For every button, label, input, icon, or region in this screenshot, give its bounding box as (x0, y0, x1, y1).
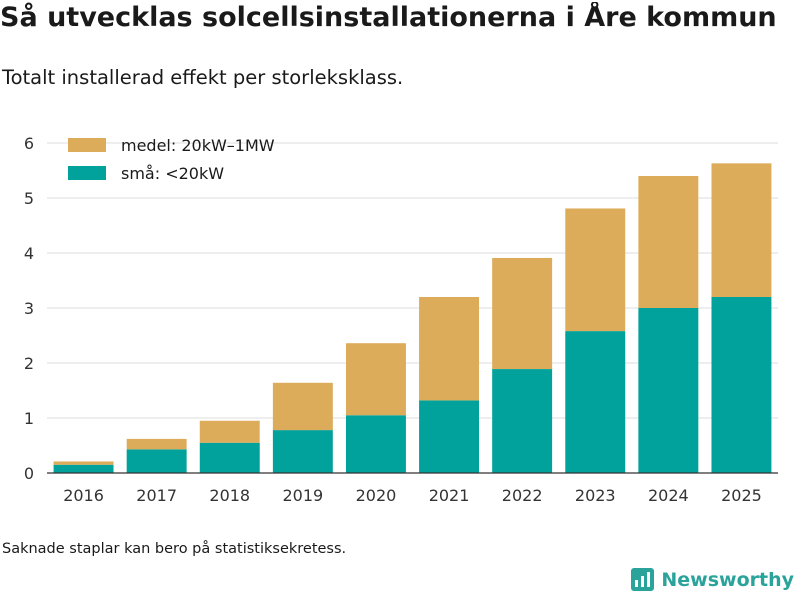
legend-swatch-sma (68, 166, 106, 180)
x-tick-label: 2023 (575, 486, 616, 505)
bar-medel-2022 (492, 257, 553, 370)
bar-sma-2023 (565, 331, 626, 473)
stacked-bar-chart: 0 1 2 3 4 5 6 2016 2017 2018 2019 2020 2021 2022 2023 2… (24, 134, 778, 505)
x-tick-label: 2022 (502, 486, 543, 505)
chart-title: Så utvecklas solcellsinstallationerna i … (0, 2, 777, 33)
bar-sma-2021 (419, 400, 480, 473)
bar-medel-2016 (53, 461, 114, 465)
y-tick-label: 3 (24, 299, 34, 318)
chart-subtitle: Totalt installerad effekt per storlekskl… (2, 66, 404, 89)
bar-sma-2018 (199, 442, 260, 473)
x-tick-label: 2019 (282, 486, 323, 505)
x-tick-label: 2017 (136, 486, 177, 505)
bar-sma-2022 (492, 369, 553, 473)
bar-sma-2017 (126, 449, 187, 473)
brand-name: Newsworthy (661, 568, 794, 591)
bar-medel-2019 (272, 382, 333, 431)
x-tick-label: 2016 (63, 486, 104, 505)
bar-medel-2023 (565, 208, 626, 332)
y-tick-label: 0 (24, 464, 34, 483)
y-tick-label: 6 (24, 134, 34, 153)
x-tick-label: 2021 (429, 486, 470, 505)
x-tick-label: 2025 (721, 486, 762, 505)
legend-label-sma: små: <20kW (121, 164, 224, 183)
axes: 0 1 2 3 4 5 6 2016 2017 2018 2019 2020 2021 2022 2023 2… (24, 134, 778, 505)
footnote: Saknade staplar kan bero på statistiksek… (2, 541, 347, 557)
bar-medel-2017 (126, 438, 187, 450)
bar-sma-2025 (711, 297, 772, 473)
x-tick-label: 2020 (356, 486, 397, 505)
bar-medel-2020 (345, 343, 406, 416)
y-tick-label: 5 (24, 189, 34, 208)
y-tick-label: 1 (24, 409, 34, 428)
x-tick-label: 2018 (209, 486, 250, 505)
legend-label-medel: medel: 20kW–1MW (121, 136, 275, 155)
bar-medel-2025 (711, 163, 772, 297)
bar-medel-2018 (199, 420, 260, 443)
bar-sma-2024 (638, 308, 699, 473)
brand-logo: Newsworthy (631, 568, 794, 591)
x-tick-label: 2024 (648, 486, 689, 505)
legend-swatch-medel (68, 138, 106, 152)
y-tick-label: 4 (24, 244, 34, 263)
bar-sma-2019 (272, 430, 333, 473)
bar-sma-2020 (345, 415, 406, 473)
bars (53, 163, 772, 473)
bar-sma-2016 (53, 464, 114, 473)
newsworthy-logo-icon (631, 568, 655, 591)
bar-medel-2021 (419, 297, 480, 401)
bar-medel-2024 (638, 176, 699, 308)
legend: medel: 20kW–1MW små: <20kW (68, 136, 275, 183)
y-tick-label: 2 (24, 354, 34, 373)
